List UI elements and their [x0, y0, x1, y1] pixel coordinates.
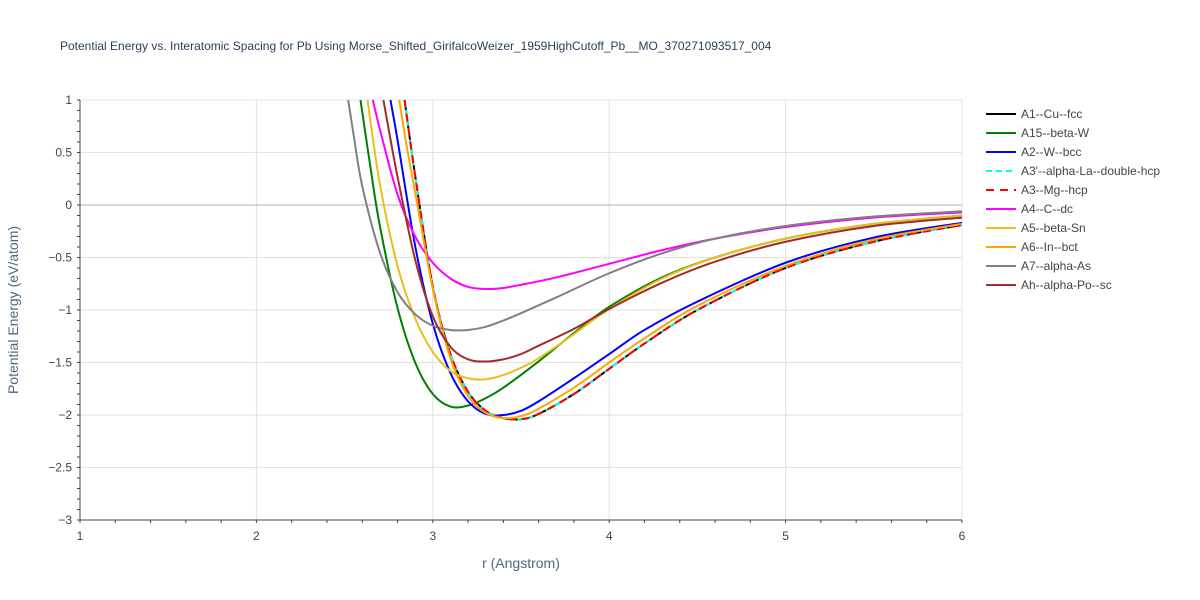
- x-tick-label: 4: [606, 529, 613, 543]
- series-line-a5-beta-sn[interactable]: [366, 100, 962, 381]
- legend-item-a3-alpha-la-double-hcp[interactable]: A3'--alpha-La--double-hcp: [986, 164, 1160, 178]
- series-line-a6-in-bct[interactable]: [398, 100, 962, 420]
- legend-label: A15--beta-W: [1021, 126, 1090, 140]
- axes: 1 2 3 4 5 6 1 0.5 0 −0.5 −1 −1.5 −2 −2.5 −3: [48, 93, 965, 543]
- series-line-a3-mg-hcp[interactable]: [403, 100, 962, 421]
- legend-label: A6--In--bct: [1021, 240, 1078, 254]
- legend-label: Ah--alpha-Po--sc: [1021, 278, 1112, 292]
- legend-item-a5-beta-sn[interactable]: A5--beta-Sn: [986, 221, 1086, 235]
- series-line-a7-alpha-as[interactable]: [347, 100, 962, 332]
- x-tick-label: 2: [253, 529, 260, 543]
- x-tick-label: 3: [429, 529, 436, 543]
- legend-label: A1--Cu--fcc: [1021, 107, 1082, 121]
- y-tick-label: 0: [65, 198, 72, 212]
- legend[interactable]: A1--Cu--fcc A15--beta-W A2--W--bcc A3'--alp…: [986, 107, 1160, 292]
- series-line-ah-alpha-po-sc[interactable]: [382, 100, 962, 363]
- plot-area[interactable]: [347, 100, 962, 421]
- legend-item-a1-cu-fcc[interactable]: A1--Cu--fcc: [986, 107, 1082, 121]
- legend-item-ah-alpha-po-sc[interactable]: Ah--alpha-Po--sc: [986, 278, 1112, 292]
- x-axis-title: r (Angstrom): [482, 555, 560, 571]
- grid: [80, 99, 963, 521]
- y-tick-label: −0.5: [48, 251, 72, 265]
- x-tick-label: 6: [959, 529, 966, 543]
- legend-label: A3--Mg--hcp: [1021, 183, 1088, 197]
- y-tick-label: −1.5: [48, 356, 72, 370]
- y-tick-label: 1: [65, 93, 72, 107]
- legend-item-a3-mg-hcp[interactable]: A3--Mg--hcp: [986, 183, 1088, 197]
- series-line-a1-cu-fcc[interactable]: [403, 100, 962, 421]
- legend-label: A7--alpha-As: [1021, 259, 1091, 273]
- legend-label: A4--C--dc: [1021, 202, 1073, 216]
- legend-label: A5--beta-Sn: [1021, 221, 1086, 235]
- chart-title: Potential Energy vs. Interatomic Spacing…: [60, 39, 772, 53]
- y-tick-label: 0.5: [55, 146, 72, 160]
- x-tick-label: 5: [782, 529, 789, 543]
- legend-label: A2--W--bcc: [1021, 145, 1081, 159]
- legend-item-a6-in-bct[interactable]: A6--In--bct: [986, 240, 1078, 254]
- y-tick-label: −3: [58, 513, 72, 527]
- y-tick-label: −1: [58, 303, 72, 317]
- legend-item-a15-beta-w[interactable]: A15--beta-W: [986, 126, 1090, 140]
- x-tick-label: 1: [77, 529, 84, 543]
- y-axis-title: Potential Energy (eV/atom): [5, 226, 21, 394]
- legend-label: A3'--alpha-La--double-hcp: [1021, 164, 1160, 178]
- y-tick-label: −2.5: [48, 461, 72, 475]
- series-line-a3-alpha-la-double-hcp[interactable]: [403, 100, 962, 421]
- y-tick-label: −2: [58, 408, 72, 422]
- legend-item-a4-c-dc[interactable]: A4--C--dc: [986, 202, 1073, 216]
- series-line-a4-c-dc[interactable]: [371, 100, 962, 291]
- legend-item-a2-w-bcc[interactable]: A2--W--bcc: [986, 145, 1081, 159]
- legend-item-a7-alpha-as[interactable]: A7--alpha-As: [986, 259, 1091, 273]
